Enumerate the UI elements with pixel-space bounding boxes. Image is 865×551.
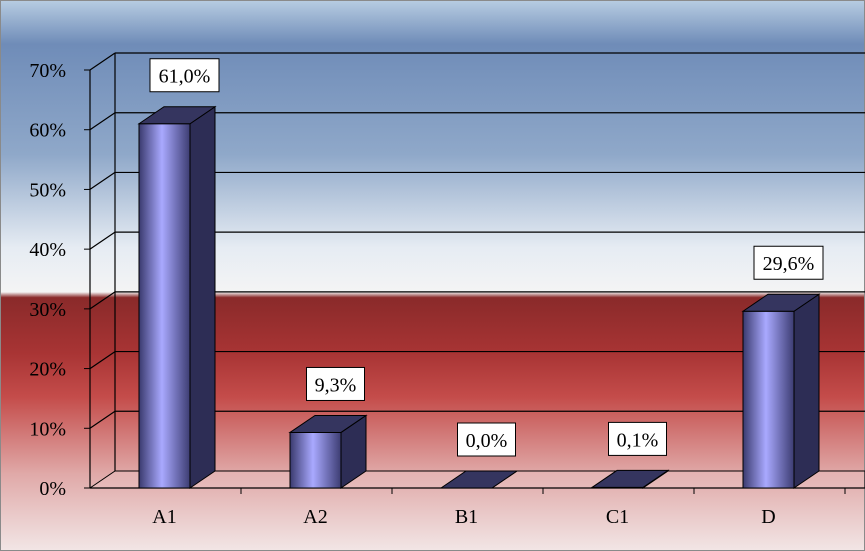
data-label-box <box>149 58 220 93</box>
x-tick-labels: A1 A2 B1 C1 D <box>152 506 775 528</box>
data-label: 29,6% <box>763 253 815 275</box>
data-label-box <box>457 422 516 457</box>
bar-front <box>742 310 795 489</box>
bar-top <box>590 469 670 488</box>
data-label: 0,1% <box>617 429 659 451</box>
y-tick-label: 30% <box>29 299 66 321</box>
data-label-box <box>608 421 667 456</box>
gridline-diagonal <box>89 171 116 190</box>
data-label: 9,3% <box>315 374 357 396</box>
x-tick-label: A1 <box>152 506 176 528</box>
bar-C1 <box>590 469 670 489</box>
data-label-box <box>753 245 824 280</box>
gridline-diagonal <box>89 291 116 310</box>
gridline-diagonal <box>89 410 116 429</box>
y-tick-label: 40% <box>29 239 66 261</box>
gridlines <box>89 52 865 429</box>
bar-top <box>741 293 821 312</box>
x-tick-label: D <box>761 506 775 528</box>
x-tick-label: C1 <box>606 506 629 528</box>
bar-top <box>439 470 519 489</box>
y-tick-label: 20% <box>29 359 66 381</box>
y-tick-label: 0% <box>39 478 66 500</box>
y-tick-label: 10% <box>29 418 66 440</box>
y-tick-label: 70% <box>29 60 66 82</box>
bar-B1 <box>439 470 519 489</box>
bar-D <box>741 293 821 489</box>
data-labels: 61,0% 9,3% 0,0% 0,1% 29,6% <box>149 58 824 457</box>
bar-front <box>138 123 191 489</box>
bar-top <box>288 414 368 433</box>
y-tick-label: 50% <box>29 179 66 201</box>
data-label: 0,0% <box>466 430 508 452</box>
bar-side <box>793 293 820 489</box>
bar-top <box>137 106 217 125</box>
x-tick-label: A2 <box>303 506 327 528</box>
y-tick-labels: 0% 10% 20% 30% 40% 50% 60% 70% <box>29 60 66 500</box>
bar-A1 <box>137 105 217 489</box>
x-tick-label: B1 <box>455 506 478 528</box>
data-label-box <box>306 366 365 401</box>
data-label: 61,0% <box>159 66 211 88</box>
gridline-diagonal <box>89 52 116 71</box>
bar-front <box>289 431 342 489</box>
gridline-diagonal <box>89 112 116 131</box>
gridline-diagonal <box>89 351 116 370</box>
bar-side <box>189 105 216 489</box>
bar-A2 <box>288 414 368 489</box>
y-tick-label: 60% <box>29 120 66 142</box>
gridline-diagonal <box>89 231 116 250</box>
bars <box>137 105 821 489</box>
